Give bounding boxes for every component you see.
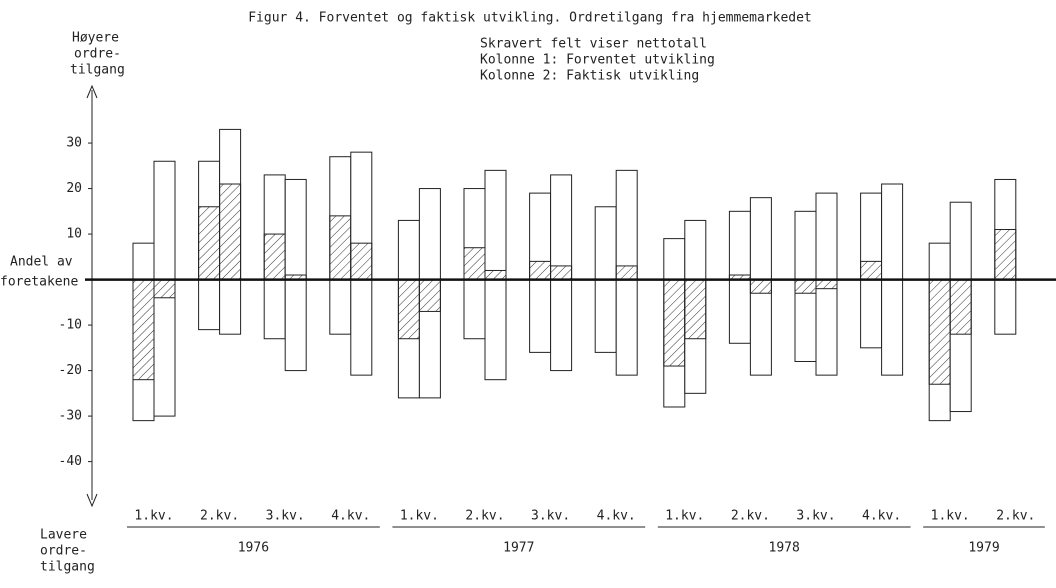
high-bar: [153, 160, 176, 281]
low-bar: [529, 279, 552, 353]
chart-title: Figur 4. Forventet og faktisk utvikling.…: [248, 11, 812, 26]
high-bar: [550, 174, 573, 281]
net-bar: [550, 265, 573, 281]
net-bar: [153, 279, 176, 299]
low-bar: [550, 279, 573, 372]
net-bar: [329, 215, 352, 281]
low-bar: [749, 279, 772, 376]
high-bar: [594, 206, 617, 281]
net-bar: [463, 247, 486, 281]
net-bar: [418, 279, 441, 312]
low-bar: [594, 279, 617, 353]
y-tick-label: -30: [59, 409, 82, 424]
y-label-bottom: Lavere: [40, 528, 87, 543]
low-bar: [219, 279, 242, 335]
low-bar: [484, 279, 507, 381]
net-bar: [794, 279, 817, 294]
x-tick-label: 2.kv.: [996, 509, 1035, 524]
net-bar: [529, 260, 552, 281]
group-label: 1979: [968, 541, 999, 556]
low-bar: [329, 279, 352, 335]
low-bar: [198, 279, 221, 331]
y-tick-label: 30: [66, 136, 82, 151]
group-label: 1977: [503, 541, 534, 556]
y-tick-label: 10: [66, 227, 82, 242]
net-bar: [219, 183, 242, 281]
x-tick-label: 1.kv.: [931, 509, 970, 524]
high-bar: [815, 192, 838, 281]
y-tick-label: -10: [59, 318, 82, 333]
high-bar: [663, 238, 686, 281]
high-bar: [418, 188, 441, 281]
x-tick-label: 1.kv.: [665, 509, 704, 524]
low-bar: [815, 279, 838, 376]
high-bar: [881, 183, 904, 281]
net-bar: [815, 279, 838, 290]
net-bar: [749, 279, 772, 294]
net-bar: [663, 279, 686, 367]
high-bar: [615, 169, 638, 281]
zero-label: foretakene: [0, 275, 78, 290]
high-bar: [728, 210, 751, 281]
legend-text: Kolonne 1: Forventet utvikling: [480, 53, 715, 68]
x-tick-label: 2.kv.: [200, 509, 239, 524]
x-tick-label: 3.kv.: [531, 509, 570, 524]
high-bar: [749, 197, 772, 281]
legend-text: Kolonne 2: Faktisk utvikling: [480, 69, 699, 84]
net-bar: [484, 269, 507, 281]
high-bar: [949, 201, 972, 281]
y-tick-label: -40: [59, 454, 82, 469]
net-bar: [860, 260, 883, 281]
x-tick-label: 3.kv.: [266, 509, 305, 524]
low-bar: [463, 279, 486, 340]
y-label-top: Høyere: [72, 31, 119, 46]
x-tick-label: 2.kv.: [731, 509, 770, 524]
low-bar: [350, 279, 373, 376]
net-bar: [397, 279, 420, 340]
y-label-top: ordre-: [74, 47, 121, 62]
group-label: 1978: [769, 541, 800, 556]
x-tick-label: 4.kv.: [331, 509, 370, 524]
high-bar: [132, 242, 155, 281]
net-bar: [350, 242, 373, 281]
axis-arrows: [86, 84, 98, 508]
x-tick-label: 2.kv.: [465, 509, 504, 524]
high-bar: [284, 178, 307, 281]
y-label-bottom: ordre-: [40, 544, 87, 559]
x-tick-label: 4.kv.: [597, 509, 636, 524]
low-bar: [153, 279, 176, 417]
net-bar: [615, 265, 638, 281]
net-bar: [132, 279, 155, 381]
high-bar: [397, 219, 420, 281]
net-bar: [263, 233, 286, 281]
low-bar: [881, 279, 904, 376]
group-label: 1976: [238, 541, 269, 556]
net-bar: [949, 279, 972, 335]
low-bar: [284, 279, 307, 372]
low-bar: [860, 279, 883, 349]
y-tick-label: 20: [66, 181, 82, 196]
high-bar: [794, 210, 817, 281]
low-bar: [994, 279, 1017, 335]
x-tick-label: 1.kv.: [134, 509, 173, 524]
x-tick-label: 3.kv.: [796, 509, 835, 524]
legend-text: Skravert felt viser nettotall: [480, 37, 707, 52]
net-bar: [928, 279, 951, 385]
y-label-top: tilgang: [70, 63, 125, 78]
high-bar: [484, 169, 507, 281]
net-bar: [994, 229, 1017, 281]
high-bar: [684, 219, 707, 281]
y-label-bottom: tilgang: [40, 560, 95, 575]
y-tick-label: -20: [59, 363, 82, 378]
x-tick-label: 1.kv.: [400, 509, 439, 524]
high-bar: [928, 242, 951, 281]
low-bar: [615, 279, 638, 376]
x-tick-label: 4.kv.: [862, 509, 901, 524]
net-bar: [684, 279, 707, 340]
low-bar: [728, 279, 751, 344]
low-bar: [263, 279, 286, 340]
zero-label: Andel av: [10, 255, 73, 270]
net-bar: [198, 206, 221, 281]
